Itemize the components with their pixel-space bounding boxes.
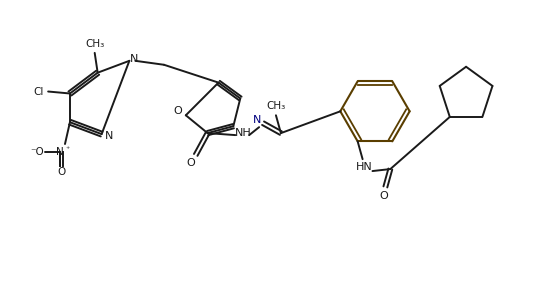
Text: N: N [56, 147, 64, 157]
Text: N: N [130, 54, 139, 64]
Text: HN: HN [356, 162, 373, 172]
Text: N: N [105, 131, 114, 141]
Text: N: N [253, 115, 261, 125]
Text: CH₃: CH₃ [266, 101, 286, 111]
Text: O: O [57, 167, 65, 177]
Text: O: O [379, 191, 388, 201]
Text: O: O [174, 106, 182, 116]
Text: ⁻O: ⁻O [30, 147, 44, 157]
Text: ⁺: ⁺ [66, 145, 70, 154]
Text: Cl: Cl [33, 86, 44, 97]
Text: O: O [186, 158, 195, 168]
Text: CH₃: CH₃ [85, 39, 105, 49]
Text: NH: NH [235, 128, 252, 138]
